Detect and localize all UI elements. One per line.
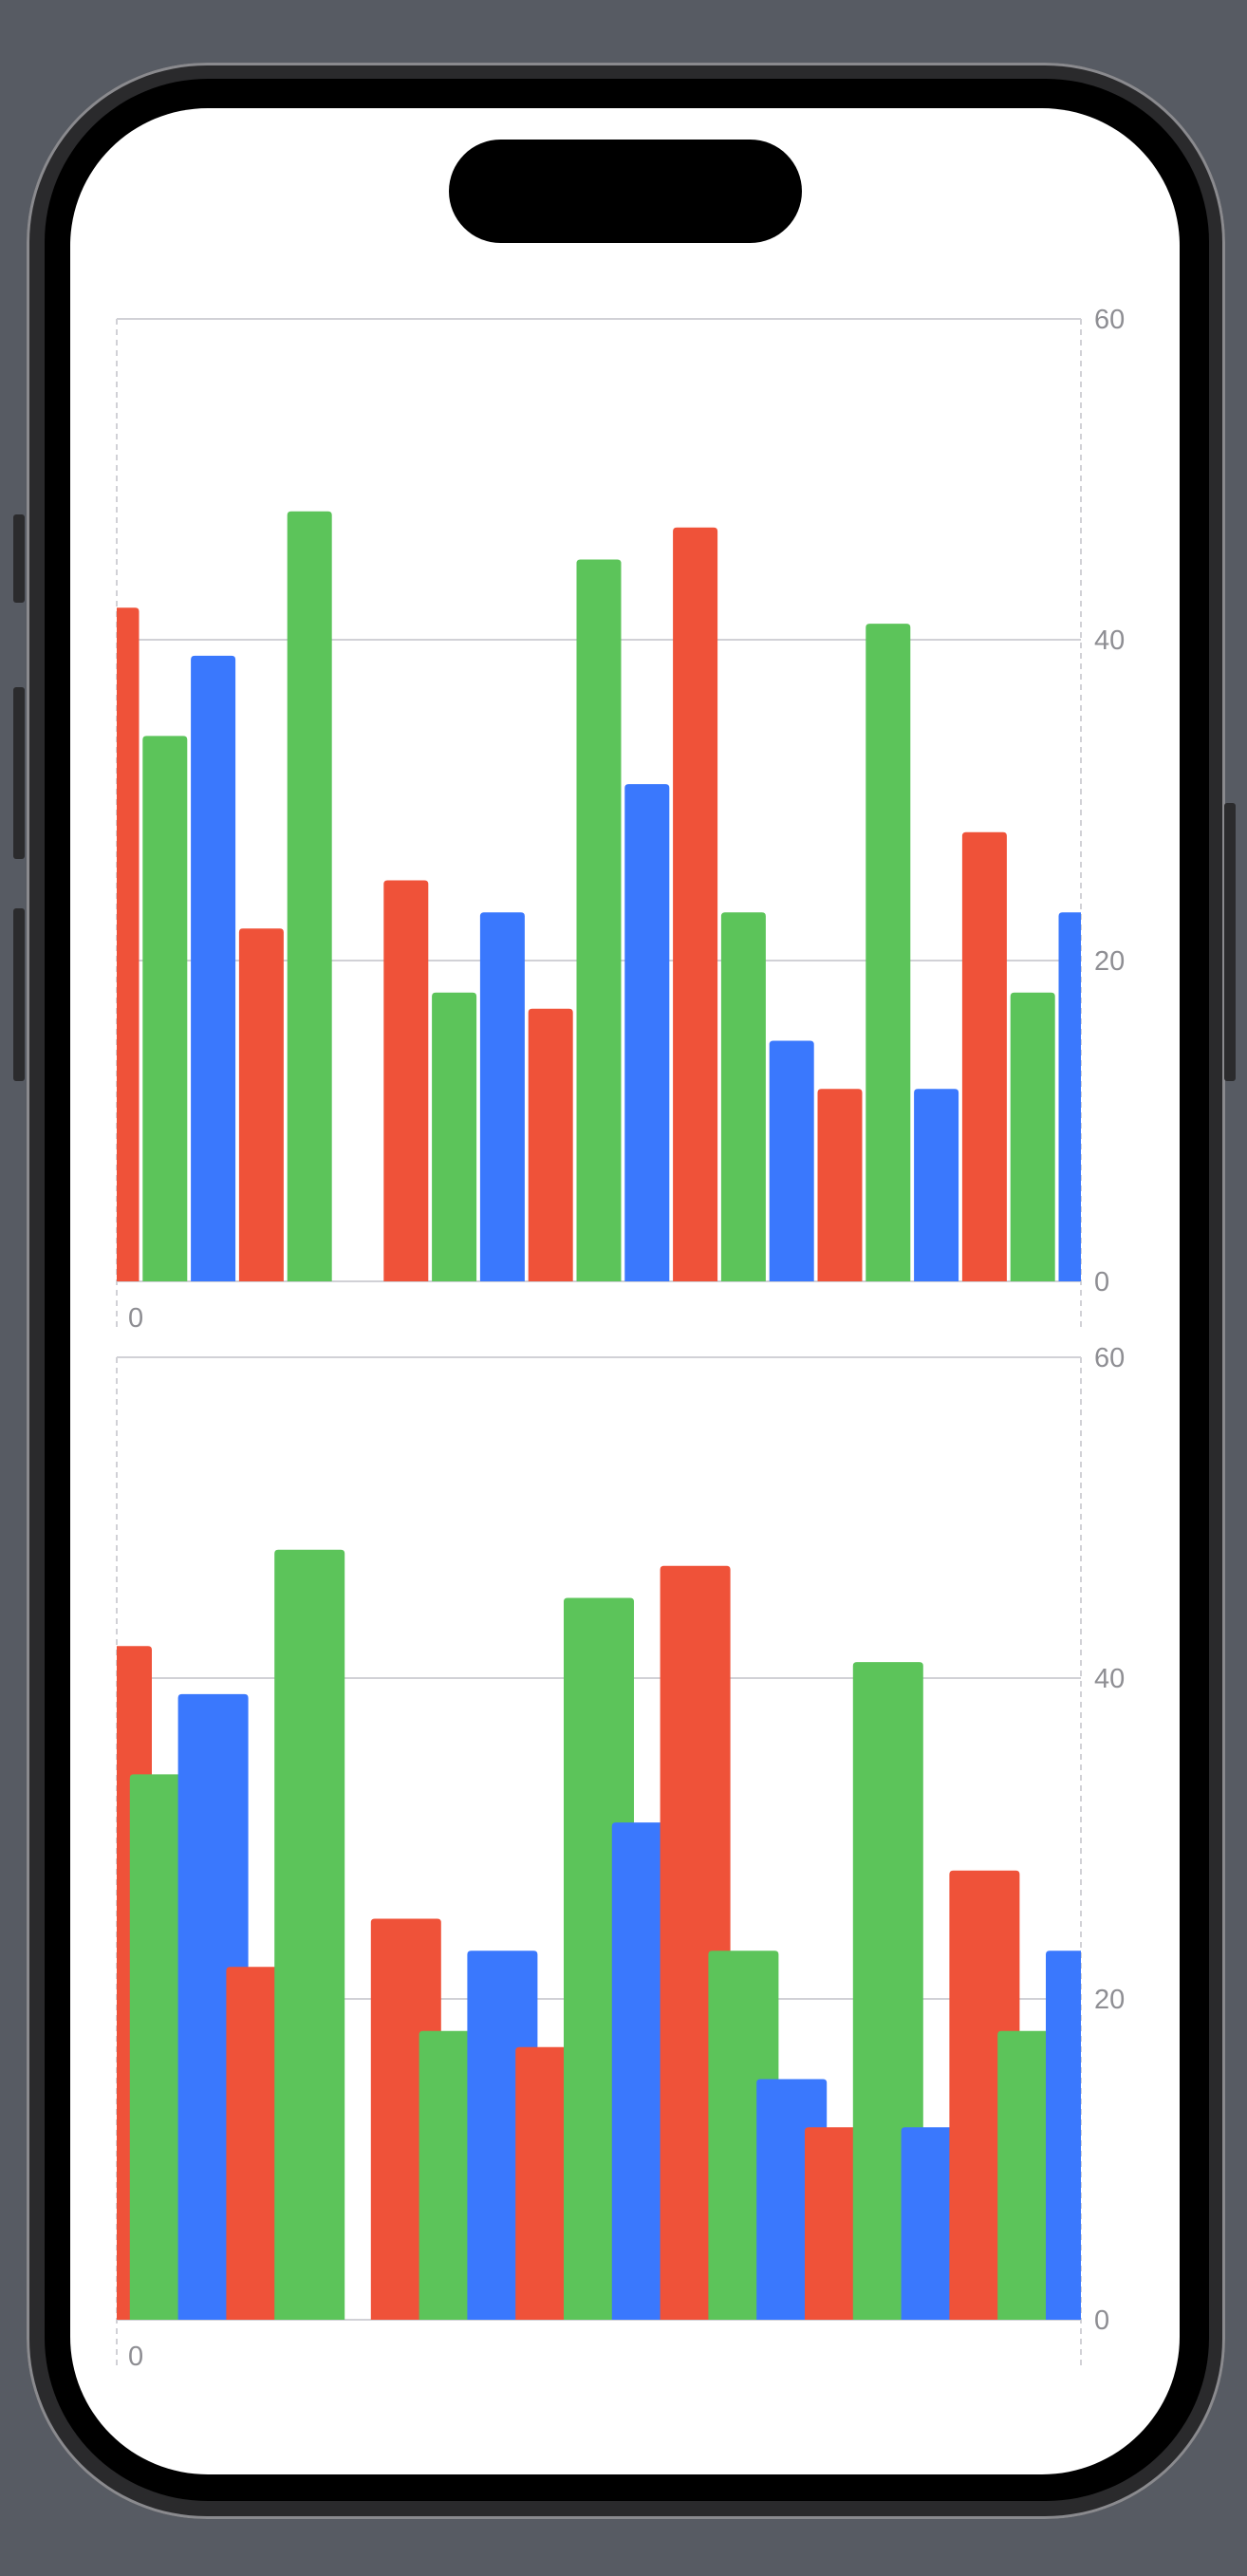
bar bbox=[961, 831, 1007, 1281]
bar bbox=[528, 1008, 573, 1281]
y-tick-label: 60 bbox=[1094, 305, 1125, 335]
bar bbox=[1046, 1951, 1081, 2320]
bar bbox=[238, 928, 284, 1281]
bar bbox=[479, 912, 525, 1281]
bar bbox=[142, 736, 188, 1281]
y-tick-label: 20 bbox=[1094, 1985, 1125, 2015]
chart-top: 0 20 40 60 0 bbox=[116, 305, 1125, 1334]
y-tick-label: 20 bbox=[1094, 946, 1125, 977]
y-tick-label: 0 bbox=[1094, 1267, 1109, 1297]
bars bbox=[117, 1549, 1081, 2320]
bar bbox=[432, 992, 477, 1281]
chart-bottom: 0 20 40 60 0 bbox=[116, 1343, 1125, 2372]
bar bbox=[673, 527, 718, 1281]
bar bbox=[1058, 912, 1081, 1281]
x-tick-label: 0 bbox=[128, 2342, 143, 2372]
bar bbox=[287, 511, 332, 1281]
bar bbox=[720, 912, 766, 1281]
bar bbox=[865, 624, 911, 1281]
side-button bbox=[1224, 803, 1236, 1081]
x-tick-label: 0 bbox=[128, 1303, 143, 1334]
y-tick-label: 0 bbox=[1094, 2305, 1109, 2336]
bars bbox=[117, 511, 1081, 1281]
y-tick-label: 60 bbox=[1094, 1343, 1125, 1373]
dynamic-island bbox=[449, 140, 802, 243]
bar bbox=[117, 607, 140, 1281]
volume-up-button bbox=[13, 687, 25, 859]
y-tick-label: 40 bbox=[1094, 1664, 1125, 1694]
bar bbox=[769, 1040, 814, 1281]
bar bbox=[1010, 992, 1055, 1281]
volume-down-button bbox=[13, 908, 25, 1081]
action-button bbox=[13, 514, 25, 603]
bar bbox=[383, 880, 429, 1281]
bar bbox=[191, 655, 236, 1281]
bar bbox=[817, 1089, 863, 1281]
bar bbox=[576, 559, 622, 1281]
bar bbox=[914, 1089, 959, 1281]
bar bbox=[624, 784, 670, 1281]
bar bbox=[274, 1549, 345, 2320]
y-tick-label: 40 bbox=[1094, 625, 1125, 656]
